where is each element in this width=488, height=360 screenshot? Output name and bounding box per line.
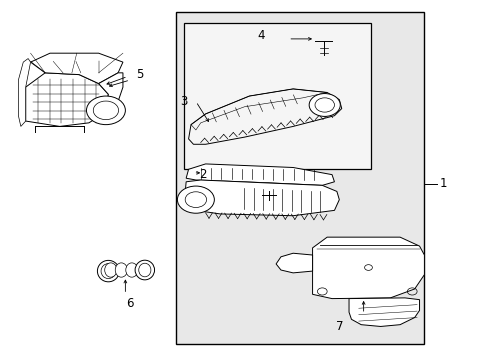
Circle shape — [86, 96, 125, 125]
Circle shape — [308, 94, 340, 116]
Polygon shape — [312, 237, 424, 298]
Text: 6: 6 — [126, 297, 134, 310]
Polygon shape — [183, 180, 339, 216]
Polygon shape — [348, 298, 419, 327]
Bar — [183, 23, 370, 169]
Polygon shape — [186, 164, 334, 185]
Polygon shape — [26, 73, 108, 126]
Polygon shape — [30, 53, 122, 84]
Polygon shape — [99, 73, 122, 112]
Ellipse shape — [136, 263, 148, 277]
Polygon shape — [19, 59, 30, 126]
Ellipse shape — [115, 263, 127, 277]
Circle shape — [177, 186, 214, 213]
Text: 1: 1 — [439, 177, 447, 190]
Text: 5: 5 — [136, 68, 143, 81]
Polygon shape — [276, 253, 312, 273]
Ellipse shape — [125, 263, 138, 277]
Ellipse shape — [135, 260, 154, 280]
Text: 2: 2 — [199, 168, 206, 181]
Ellipse shape — [104, 263, 117, 277]
Bar — [176, 12, 424, 344]
Text: 3: 3 — [180, 95, 187, 108]
Ellipse shape — [97, 260, 119, 282]
Text: 7: 7 — [335, 320, 343, 333]
Text: 4: 4 — [257, 29, 264, 42]
